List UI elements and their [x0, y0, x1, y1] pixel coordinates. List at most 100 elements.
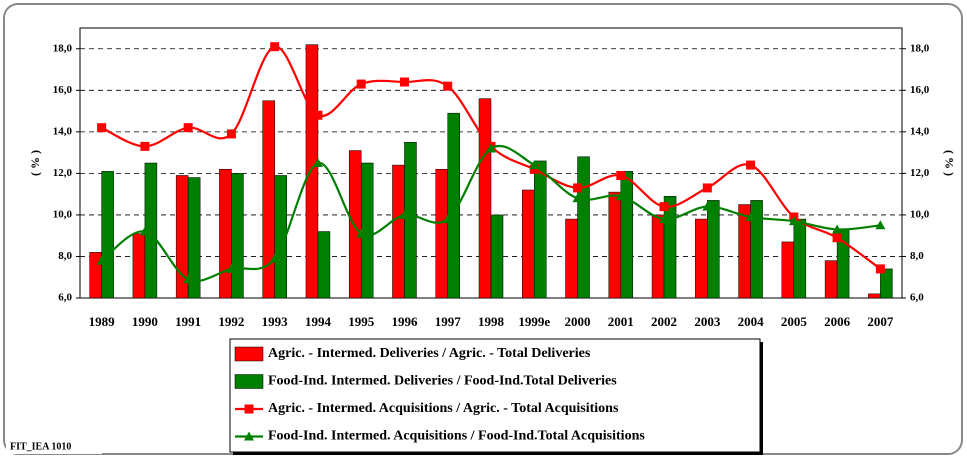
bar [577, 156, 590, 299]
bar [522, 189, 535, 299]
y2-tick-label: 10,0 [910, 208, 930, 220]
bar [695, 218, 708, 299]
bar [317, 231, 331, 299]
marker [529, 164, 539, 174]
bar [187, 177, 201, 299]
marker [183, 274, 194, 284]
legend-label: Food-Ind. Intermed. Deliveries / Food-In… [268, 374, 617, 389]
y-tick-label: 18,0 [53, 42, 73, 54]
marker [702, 201, 713, 211]
x-tick-label: 2001 [608, 314, 634, 329]
y-tick-label: 14,0 [53, 125, 73, 137]
x-tick-label: 1995 [348, 314, 375, 329]
y2-tick-label: 12,0 [910, 167, 930, 179]
x-tick-label: 2007 [867, 314, 894, 329]
x-tick-label: 1999e [518, 314, 550, 329]
bar [392, 164, 405, 299]
x-tick-label: 2002 [651, 314, 677, 329]
legend-box [229, 338, 761, 453]
y2-tick-label: 6,0 [910, 292, 924, 304]
x-tick-label: 2000 [565, 314, 591, 329]
legend-marker [244, 404, 254, 414]
x-tick-label: 1998 [478, 314, 505, 329]
marker [659, 202, 669, 212]
bar [490, 214, 504, 299]
note-bg [6, 438, 102, 454]
note: FIT_IEA 1010 [10, 441, 71, 452]
bar [824, 260, 838, 299]
marker [832, 224, 843, 234]
bar [262, 100, 275, 299]
x-tick-label: 2005 [781, 314, 808, 329]
marker [615, 191, 626, 201]
bar [750, 200, 763, 299]
marker [96, 255, 107, 265]
bar [565, 218, 578, 299]
bar [620, 171, 634, 299]
marker [573, 183, 583, 193]
bar [880, 268, 893, 299]
bar [132, 233, 146, 299]
x-tick-label: 1991 [175, 314, 201, 329]
marker [399, 209, 410, 219]
marker [356, 228, 367, 238]
legend-label: Food-Ind. Intermed. Acquisitions / Food-… [268, 429, 645, 444]
marker [139, 226, 150, 236]
bar [305, 44, 319, 299]
legend: Agric. - Intermed. Deliveries / Agric. -… [229, 338, 763, 455]
legend-swatch [234, 374, 264, 389]
bar [534, 160, 547, 299]
y-tick-label: 8,0 [58, 250, 72, 262]
bar [478, 98, 492, 299]
marker [226, 263, 237, 273]
bar [608, 191, 622, 299]
x-tick-label: 2004 [738, 314, 765, 329]
bar [435, 168, 448, 299]
bar [781, 241, 795, 299]
marker [529, 160, 540, 170]
legend-label: Agric. - Intermed. Acquisitions / Agric.… [268, 401, 619, 416]
y2-axis-label: ( % ) [942, 150, 956, 176]
marker [183, 123, 193, 133]
y2-tick-label: 14,0 [910, 125, 930, 137]
marker [312, 158, 323, 167]
marker [356, 79, 366, 89]
marker [746, 160, 756, 170]
y2-tick-label: 16,0 [910, 84, 930, 96]
y-tick-label: 12,0 [53, 167, 73, 179]
marker [140, 141, 150, 151]
bar [219, 168, 232, 299]
bar [707, 200, 720, 299]
marker [875, 264, 885, 274]
x-tick-label: 1994 [305, 314, 332, 329]
marker [572, 193, 583, 203]
marker [270, 42, 280, 52]
y-tick-label: 16,0 [53, 84, 73, 96]
bar [651, 214, 665, 299]
x-tick-label: 1997 [435, 314, 462, 329]
legend-swatch [234, 346, 264, 362]
marker [269, 253, 280, 263]
marker [616, 170, 626, 180]
marker [399, 77, 409, 87]
bar [231, 173, 244, 299]
bar [274, 175, 287, 299]
bar [868, 293, 881, 299]
marker [659, 214, 670, 224]
marker [875, 220, 886, 230]
x-tick-label: 1989 [89, 314, 116, 329]
bar [360, 162, 374, 299]
x-tick-label: 1992 [218, 314, 244, 329]
marker [788, 216, 799, 226]
y-tick-label: 10,0 [53, 208, 73, 220]
marker [313, 110, 323, 120]
bar [663, 195, 677, 299]
x-tick-label: 2006 [824, 314, 851, 329]
marker [443, 81, 453, 91]
x-tick-label: 1996 [391, 314, 418, 329]
marker [226, 129, 236, 139]
bar [793, 218, 807, 299]
marker [97, 123, 107, 133]
x-tick-label: 2003 [694, 314, 721, 329]
marker [745, 212, 756, 221]
